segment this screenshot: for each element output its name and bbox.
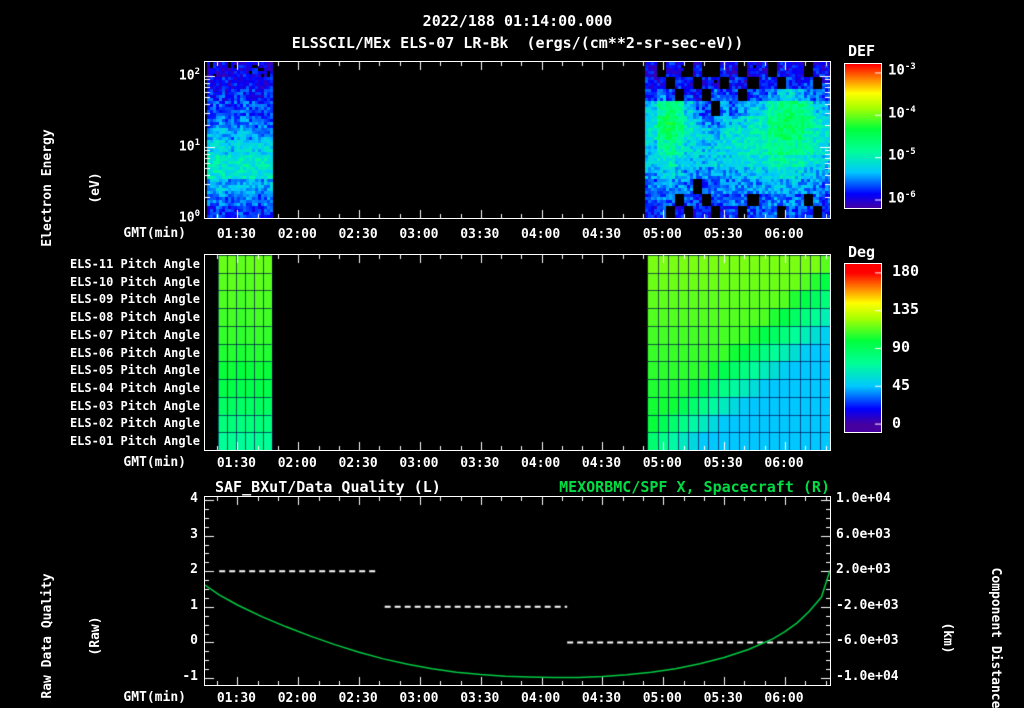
x-tick-label: 04:30 — [581, 691, 622, 706]
distance-y-tick-label: 1.0e+04 — [836, 491, 891, 506]
x-tick-label: 02:30 — [338, 227, 378, 242]
plot-title: ELSSCIL/MEx ELS-07 LR-Bk (ergs/(cm**2-sr… — [291, 34, 744, 52]
pitch-row-label: ELS-10 Pitch Angle — [69, 274, 200, 289]
def-colorbar-tick-label: 10-3 — [888, 62, 916, 80]
def-colorbar-tick-label: 10-4 — [888, 104, 916, 122]
quality-distance-canvas — [205, 497, 830, 685]
gmt-label-3: GMT(min) — [123, 690, 186, 705]
x-tick-label: 03:00 — [399, 227, 439, 242]
pitch-angle-canvas — [205, 255, 830, 450]
x-tick-label: 04:00 — [521, 227, 561, 242]
quality-y-tick-label: 2 — [190, 562, 198, 578]
pitch-row-label: ELS-08 Pitch Angle — [69, 310, 200, 325]
pitch-row-label: ELS-09 Pitch Angle — [69, 292, 200, 307]
distance-y-tick-label: -6.0e+03 — [836, 633, 899, 649]
quality-y-tick-label: -1 — [182, 669, 198, 684]
distance-y-tick-label: 6.0e+03 — [836, 526, 891, 542]
x-tick-label: 05:30 — [703, 691, 743, 706]
distance-axis-label-line2: (km) — [940, 622, 955, 654]
energy-y-tick-label: 101 — [178, 137, 200, 155]
pitch-row-label: ELS-11 Pitch Angle — [69, 256, 200, 271]
quality-y-tick-label: 1 — [190, 597, 198, 613]
x-tick-label: 05:30 — [703, 227, 743, 242]
pitch-angle-plot — [204, 254, 831, 451]
pitch-row-label: ELS-01 Pitch Angle — [69, 434, 200, 449]
x-tick-label: 02:30 — [338, 456, 378, 471]
energy-spectrogram-canvas — [205, 62, 830, 218]
x-tick-label: 02:00 — [277, 227, 317, 242]
x-tick-label: 04:30 — [581, 456, 622, 471]
def-colorbar-canvas — [845, 64, 881, 208]
quality-axis-label: Raw Data Quality (Raw) — [8, 536, 136, 708]
x-tick-label: 03:30 — [460, 227, 500, 242]
distance-y-tick-label: 2.0e+03 — [836, 562, 891, 578]
x-tick-label: 02:30 — [338, 691, 378, 706]
x-tick-label: 03:30 — [460, 456, 500, 471]
left-series-title: SAF_BXuT/Data Quality (L) — [215, 478, 441, 496]
quality-distance-plot — [204, 496, 831, 686]
deg-colorbar-canvas — [845, 264, 881, 432]
energy-spectrogram-plot — [204, 61, 831, 219]
distance-y-tick-label: -1.0e+04 — [836, 669, 899, 684]
distance-y-tick-label: -2.0e+03 — [836, 597, 899, 613]
deg-colorbar-tick-label: 135 — [892, 300, 920, 319]
deg-colorbar-tick-label: 180 — [892, 262, 920, 281]
distance-axis-label: Component Distance (km) — [907, 528, 1024, 708]
pitch-row-label: ELS-04 Pitch Angle — [69, 380, 200, 395]
x-tick-label: 05:00 — [642, 227, 682, 242]
x-tick-label: 01:30 — [216, 456, 256, 471]
quality-axis-label-line2: (Raw) — [88, 616, 103, 656]
pitch-row-label: ELS-07 Pitch Angle — [69, 327, 200, 342]
distance-axis-label-line1: Component Distance — [988, 567, 1003, 708]
right-series-title: MEXORBMC/SPF X, Spacecraft (R) — [559, 478, 830, 496]
quality-axis-label-line1: Raw Data Quality — [40, 573, 55, 699]
x-tick-label: 02:00 — [277, 691, 317, 706]
datetime-title: 2022/188 01:14:00.000 — [422, 12, 613, 30]
def-colorbar-tick-label: 10-6 — [888, 189, 916, 207]
gmt-label-2: GMT(min) — [123, 455, 186, 470]
deg-colorbar — [844, 263, 882, 433]
x-tick-label: 05:00 — [642, 691, 682, 706]
deg-colorbar-tick-label: 45 — [892, 375, 911, 394]
x-tick-label: 05:00 — [642, 456, 682, 471]
quality-y-tick-label: 0 — [190, 633, 198, 649]
x-tick-label: 01:30 — [216, 691, 256, 706]
x-tick-label: 02:00 — [277, 456, 317, 471]
x-tick-label: 03:00 — [399, 691, 439, 706]
x-tick-label: 01:30 — [216, 227, 256, 242]
pitch-row-label: ELS-03 Pitch Angle — [69, 398, 200, 413]
x-tick-label: 05:30 — [703, 456, 743, 471]
def-colorbar-tick-label: 10-5 — [888, 147, 916, 164]
x-tick-label: 04:00 — [521, 691, 561, 706]
energy-y-tick-label: 100 — [178, 209, 200, 226]
pitch-row-label: ELS-06 Pitch Angle — [69, 345, 200, 360]
x-tick-label: 06:00 — [764, 456, 804, 471]
x-tick-label: 03:00 — [399, 456, 439, 471]
def-colorbar-title: DEF — [848, 42, 876, 60]
quality-y-tick-label: 3 — [190, 526, 198, 542]
x-tick-label: 03:30 — [460, 691, 500, 706]
x-tick-label: 06:00 — [764, 691, 804, 706]
pitch-row-label: ELS-05 Pitch Angle — [69, 363, 200, 378]
def-colorbar — [844, 63, 882, 209]
deg-colorbar-tick-label: 0 — [892, 413, 902, 432]
x-tick-label: 04:30 — [581, 227, 622, 242]
deg-colorbar-title: Deg — [848, 243, 876, 261]
x-tick-label: 06:00 — [764, 227, 804, 242]
quality-y-tick-label: 4 — [190, 491, 198, 506]
pitch-row-label: ELS-02 Pitch Angle — [69, 416, 200, 431]
energy-y-tick-label: 102 — [178, 66, 200, 84]
deg-colorbar-tick-label: 90 — [892, 338, 911, 356]
x-tick-label: 04:00 — [521, 456, 561, 471]
gmt-label-1: GMT(min) — [123, 226, 186, 241]
